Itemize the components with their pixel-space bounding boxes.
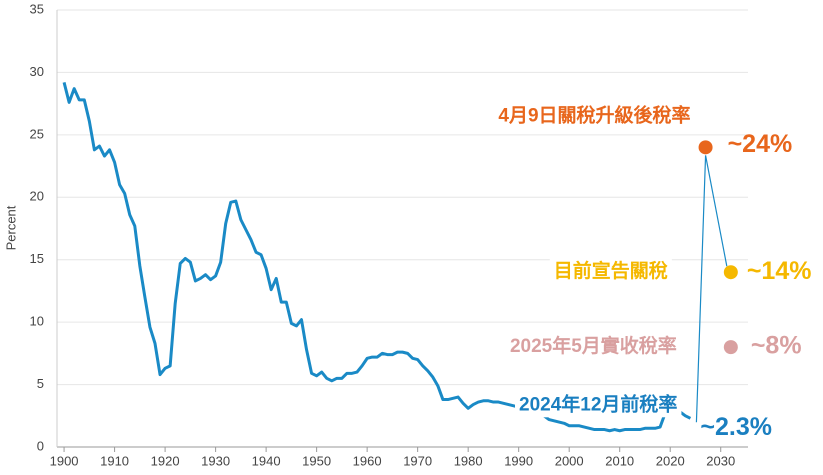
x-tick-label: 1960 bbox=[353, 453, 382, 468]
x-tick-label: 1980 bbox=[454, 453, 483, 468]
annotation-value: ~24% bbox=[728, 130, 793, 158]
y-tick-label: 5 bbox=[37, 376, 44, 391]
annotation-label: 2024年12月前稅率 bbox=[519, 392, 677, 415]
annotation-value: ~2.3% bbox=[700, 413, 772, 441]
x-tick-label: 2030 bbox=[706, 453, 735, 468]
x-tick-label: 1900 bbox=[50, 453, 79, 468]
series-line bbox=[62, 82, 692, 433]
x-tick-label: 2010 bbox=[605, 453, 634, 468]
label-bg bbox=[549, 257, 672, 285]
y-axis-label: Percent bbox=[3, 205, 18, 250]
annotation-dot bbox=[723, 340, 738, 355]
x-tick-label: 1940 bbox=[252, 453, 281, 468]
x-tick-label: 1910 bbox=[100, 453, 129, 468]
y-tick-label: 35 bbox=[30, 1, 44, 16]
y-tick-label: 20 bbox=[30, 189, 44, 204]
annotation-dot bbox=[698, 140, 713, 155]
y-tick-label: 25 bbox=[30, 126, 44, 141]
annotation-dot bbox=[723, 265, 738, 280]
annotation-label: 2025年5月實收稅率 bbox=[510, 334, 677, 357]
x-tick-label: 1930 bbox=[201, 453, 230, 468]
connector bbox=[695, 155, 728, 423]
y-tick-label: 30 bbox=[30, 64, 44, 79]
annotation-label: 4月9日關稅升級後稅率 bbox=[498, 103, 690, 126]
label-bg bbox=[505, 332, 681, 360]
label-bg bbox=[515, 390, 682, 418]
annotation-label: 目前宣告關稅 bbox=[554, 259, 668, 282]
x-tick-label: 1970 bbox=[403, 453, 432, 468]
label-bg bbox=[494, 101, 695, 129]
x-tick-label: 2000 bbox=[555, 453, 584, 468]
y-tick-label: 0 bbox=[37, 438, 44, 453]
y-tick-label: 10 bbox=[30, 314, 44, 329]
annotation-value: ~14% bbox=[747, 257, 812, 285]
x-tick-label: 2020 bbox=[656, 453, 685, 468]
x-tick-label: 1950 bbox=[302, 453, 331, 468]
x-tick-label: 1990 bbox=[504, 453, 533, 468]
annotation-value: ~8% bbox=[751, 332, 802, 360]
y-tick-label: 15 bbox=[30, 251, 44, 266]
x-tick-label: 1920 bbox=[151, 453, 180, 468]
